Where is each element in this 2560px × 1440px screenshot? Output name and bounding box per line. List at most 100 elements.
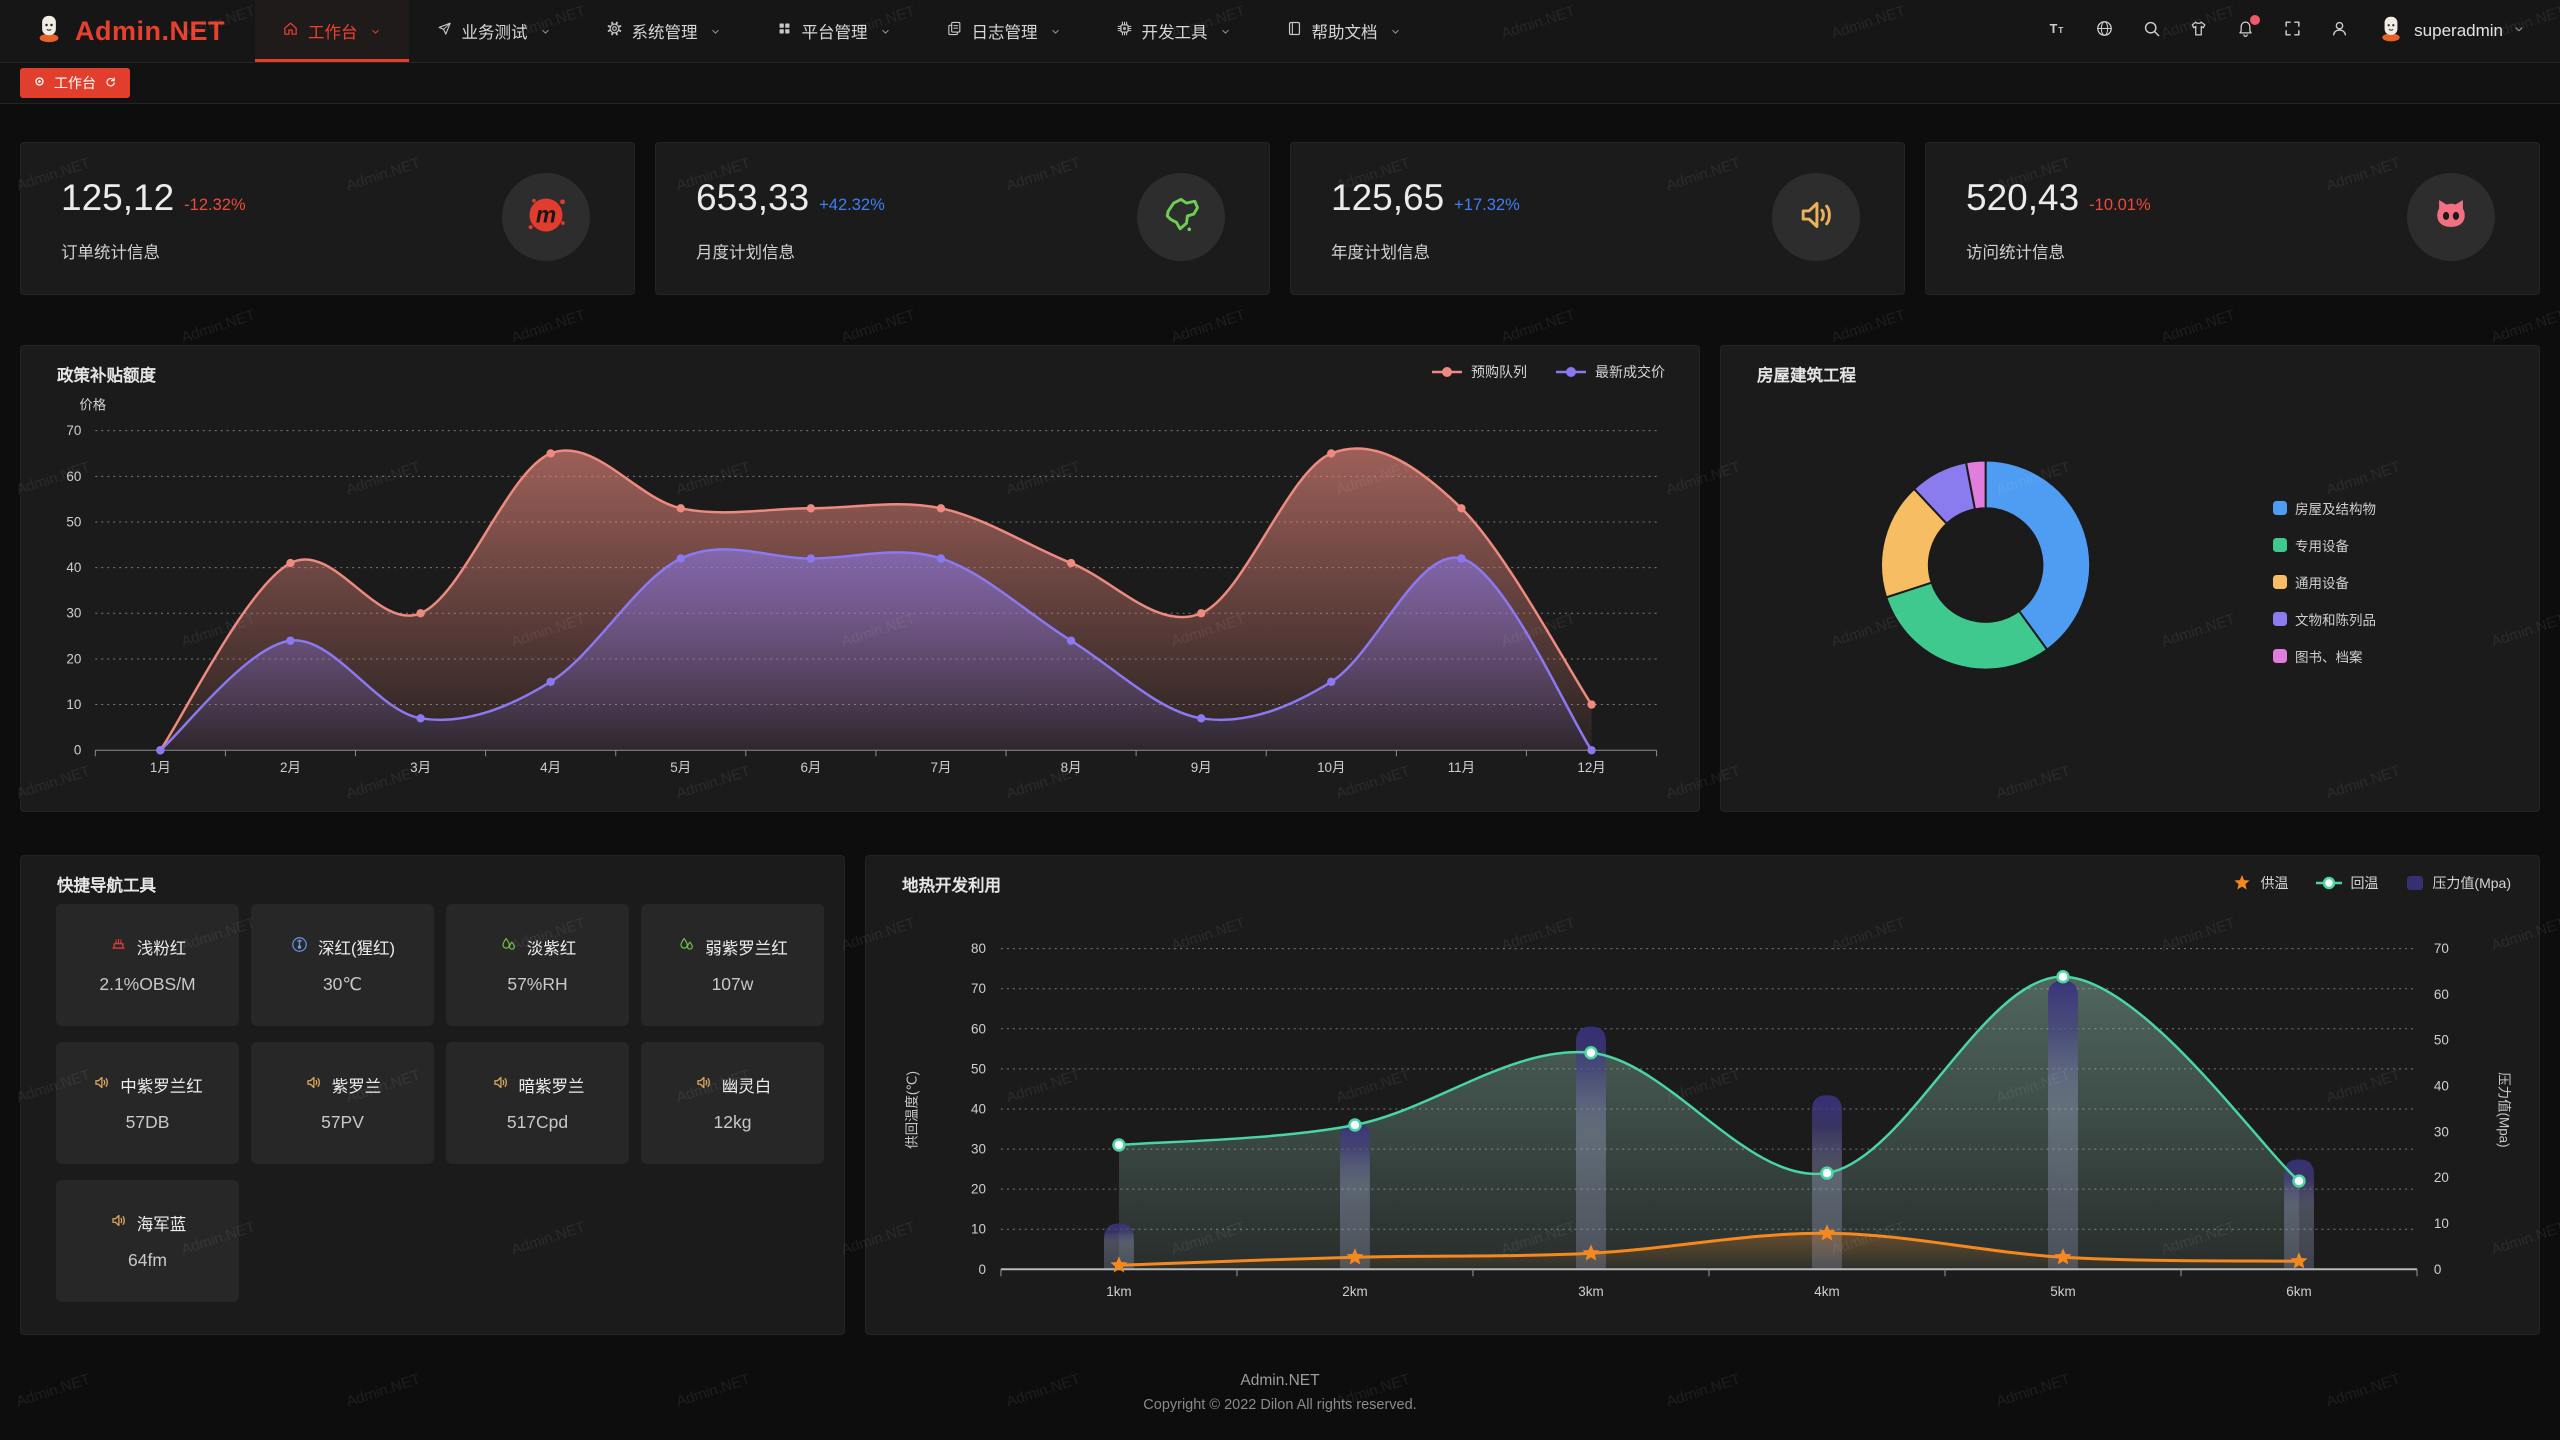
chevron-down-icon bbox=[2512, 21, 2526, 41]
svg-text:0: 0 bbox=[979, 1262, 986, 1277]
panel-title-building: 房屋建筑工程 bbox=[1757, 367, 1856, 385]
speaker-icon bbox=[694, 1073, 713, 1097]
stat-card: 653,33 +42.32% 月度计划信息 bbox=[655, 142, 1270, 295]
user-menu[interactable]: superadmin bbox=[2377, 15, 2526, 48]
legend-item-预购队列[interactable]: 预购队列 bbox=[1431, 362, 1527, 382]
svg-text:30: 30 bbox=[66, 606, 81, 621]
stat-delta: -12.32% bbox=[184, 196, 246, 214]
quick-nav-tile[interactable]: 暗紫罗兰 517Cpd bbox=[446, 1042, 629, 1164]
tab-workbench[interactable]: 工作台 bbox=[20, 68, 130, 98]
notification-badge bbox=[2250, 15, 2261, 25]
notifications-button[interactable] bbox=[2236, 15, 2261, 43]
svg-text:m: m bbox=[536, 201, 556, 227]
donut-slice[interactable] bbox=[1984, 459, 2092, 652]
quick-nav-tile[interactable]: 中紫罗兰红 57DB bbox=[56, 1042, 239, 1164]
svg-text:T: T bbox=[2050, 22, 2058, 36]
theme-button[interactable] bbox=[2189, 19, 2208, 43]
subsidy-legend: 预购队列 最新成交价 bbox=[1431, 362, 1665, 382]
legend-item-专用设备[interactable]: 专用设备 bbox=[2273, 535, 2376, 555]
nav-item-label: 帮助文档 bbox=[1311, 24, 1378, 42]
svg-text:50: 50 bbox=[971, 1061, 986, 1076]
drops-icon bbox=[677, 935, 696, 959]
quick-nav-tile[interactable]: 海军蓝 64fm bbox=[56, 1180, 239, 1302]
geothermal-legend: 供温 回温 压力值(Mpa) bbox=[2232, 873, 2511, 893]
quick-nav-tile[interactable]: 紫罗兰 57PV bbox=[251, 1042, 434, 1164]
tile-name: 淡紫红 bbox=[526, 940, 577, 958]
thermometer-icon bbox=[290, 935, 309, 959]
svg-text:60: 60 bbox=[66, 469, 81, 484]
svg-text:2月: 2月 bbox=[280, 760, 301, 775]
legend-item-压力值(Mpa)[interactable]: 压力值(Mpa) bbox=[2406, 873, 2511, 893]
search-button[interactable] bbox=[2142, 19, 2161, 43]
svg-text:60: 60 bbox=[971, 1021, 986, 1036]
brand-logo[interactable]: Admin.NET bbox=[0, 0, 255, 62]
footer-brand: Admin.NET bbox=[1240, 1372, 1320, 1389]
svg-text:70: 70 bbox=[66, 423, 81, 438]
legend-item-供温[interactable]: 供温 bbox=[2232, 873, 2288, 893]
bell-icon bbox=[2236, 19, 2255, 43]
donut-slice[interactable] bbox=[1884, 581, 2049, 671]
svg-text:供回温度(℃): 供回温度(℃) bbox=[904, 1071, 919, 1149]
legend-item-最新成交价[interactable]: 最新成交价 bbox=[1555, 362, 1665, 382]
quick-nav-tile[interactable]: 弱紫罗兰红 107w bbox=[641, 904, 824, 1026]
profile-button[interactable] bbox=[2330, 19, 2349, 43]
active-dot-icon bbox=[33, 75, 46, 91]
legend-item-房屋及结构物[interactable]: 房屋及结构物 bbox=[2273, 498, 2376, 518]
svg-text:10月: 10月 bbox=[1317, 760, 1345, 775]
quick-nav-tile[interactable]: 淡紫红 57%RH bbox=[446, 904, 629, 1026]
avatar bbox=[2377, 15, 2405, 48]
quick-nav-tile[interactable]: 深红(猩红) 30℃ bbox=[251, 904, 434, 1026]
nav-item-gear[interactable]: 系统管理 bbox=[579, 0, 749, 62]
legend-item-回温[interactable]: 回温 bbox=[2316, 873, 2378, 893]
pressure-bar bbox=[1812, 1095, 1842, 1270]
fullscreen-button[interactable] bbox=[2283, 19, 2302, 43]
donut-slice[interactable] bbox=[1964, 459, 1987, 511]
svg-text:0: 0 bbox=[2434, 1262, 2441, 1277]
legend-swatch bbox=[2273, 538, 2287, 552]
person-icon bbox=[2330, 19, 2349, 43]
china-icon bbox=[1159, 193, 1203, 242]
nav-item-grid[interactable]: 平台管理 bbox=[749, 0, 919, 62]
globe-icon bbox=[2095, 19, 2114, 43]
stat-title: 访问统计信息 bbox=[1966, 244, 2065, 262]
nav-item-book[interactable]: 帮助文档 bbox=[1259, 0, 1429, 62]
stat-delta: +42.32% bbox=[819, 196, 885, 214]
nav-item-chip[interactable]: 开发工具 bbox=[1089, 0, 1259, 62]
nav-item-send[interactable]: 业务测试 bbox=[409, 0, 579, 62]
gear-icon bbox=[606, 20, 623, 42]
quick-nav-tile[interactable]: 幽灵白 12kg bbox=[641, 1042, 824, 1164]
quick-nav-grid: 浅粉红 2.1%OBS/M 深红(猩红) 30℃ 淡紫红 57%RH 弱紫罗兰红 107w 中紫… bbox=[56, 904, 824, 1302]
svg-text:30: 30 bbox=[2434, 1124, 2449, 1139]
stat-delta: +17.32% bbox=[1454, 196, 1520, 214]
quick-nav-tile[interactable]: 浅粉红 2.1%OBS/M bbox=[56, 904, 239, 1026]
refresh-icon[interactable] bbox=[104, 75, 117, 91]
svg-text:40: 40 bbox=[2434, 1079, 2449, 1094]
legend-item-文物和陈列品[interactable]: 文物和陈列品 bbox=[2273, 609, 2376, 629]
svg-text:2km: 2km bbox=[1342, 1284, 1367, 1299]
chevron-down-icon bbox=[1049, 25, 1062, 38]
svg-text:5km: 5km bbox=[2050, 1284, 2075, 1299]
cake-icon bbox=[109, 935, 128, 959]
legend-item-图书、档案[interactable]: 图书、档案 bbox=[2273, 646, 2376, 666]
svg-text:40: 40 bbox=[971, 1101, 986, 1116]
subsidy-chart: 0 10 20 30 40 50 60 70 1月 2月 3月 4月 5月 6月 7月 8月 9月 10月 11月 1… bbox=[66, 398, 1658, 775]
svg-text:70: 70 bbox=[2434, 941, 2449, 956]
svg-text:60: 60 bbox=[2434, 987, 2449, 1002]
stat-title: 订单统计信息 bbox=[61, 244, 160, 262]
svg-text:4km: 4km bbox=[1814, 1284, 1839, 1299]
chevron-down-icon bbox=[709, 25, 722, 38]
legend-label: 预购队列 bbox=[1471, 364, 1527, 380]
pressure-bar bbox=[1340, 1122, 1370, 1270]
pressure-bar bbox=[1576, 1026, 1606, 1270]
stat-delta: -10.01% bbox=[2089, 196, 2151, 214]
bar-marker-icon bbox=[2407, 876, 2424, 890]
legend-item-通用设备[interactable]: 通用设备 bbox=[2273, 572, 2376, 592]
nav-item-document[interactable]: 日志管理 bbox=[919, 0, 1089, 62]
speaker-icon bbox=[1794, 193, 1838, 242]
chevron-down-icon bbox=[1219, 25, 1232, 38]
language-button[interactable] bbox=[2095, 19, 2114, 43]
cat-icon bbox=[2429, 193, 2473, 242]
tile-value: 12kg bbox=[713, 1112, 752, 1132]
nav-item-home[interactable]: 工作台 bbox=[255, 0, 409, 62]
